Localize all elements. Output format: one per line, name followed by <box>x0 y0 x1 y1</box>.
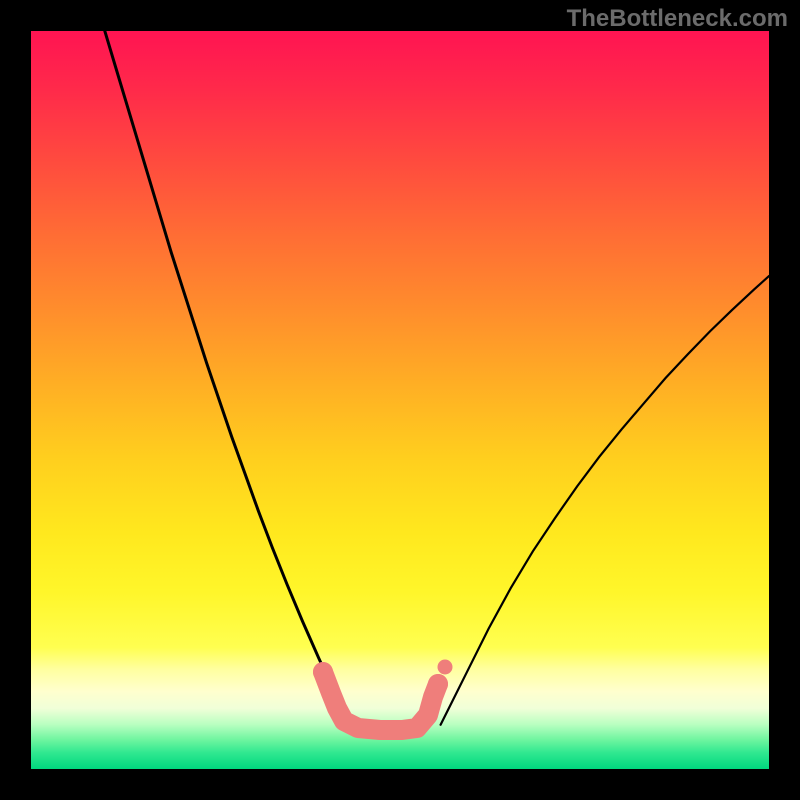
plot-area <box>31 31 769 769</box>
curve-layer <box>31 31 769 769</box>
highlight-segment-body <box>323 672 438 730</box>
highlight-segment-endcap <box>313 662 333 682</box>
bottleneck-curve-left <box>105 31 345 710</box>
stage: TheBottleneck.com <box>0 0 800 800</box>
highlight-segment-dot <box>438 660 453 675</box>
highlight-segment <box>313 660 453 731</box>
bottleneck-curve-right <box>441 276 769 725</box>
watermark-text: TheBottleneck.com <box>567 5 788 33</box>
highlight-segment-endcap <box>428 674 448 694</box>
